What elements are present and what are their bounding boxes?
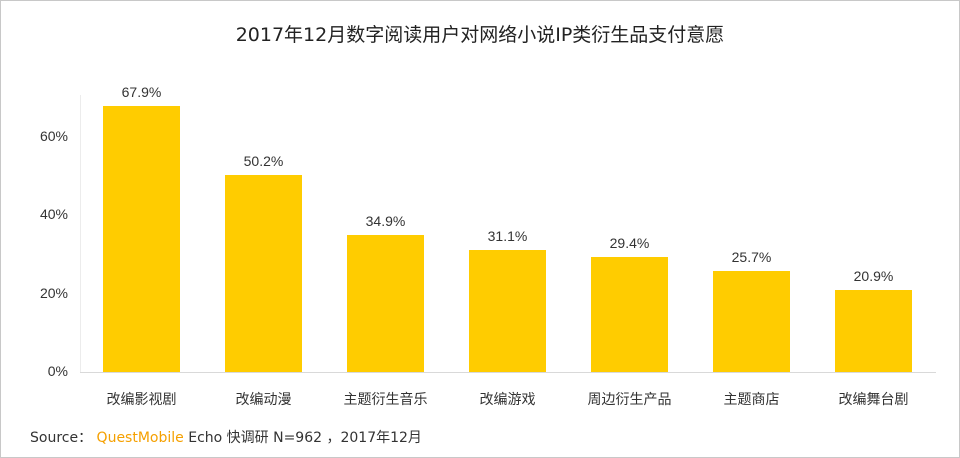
bar (591, 256, 668, 372)
category-label: 改编影视剧 (106, 392, 177, 408)
bar (225, 175, 302, 372)
bar-value-label: 50.2% (243, 153, 284, 170)
x-axis-line (80, 372, 936, 373)
source-rest: Echo 快调研 N=962 ，2017年12月 (188, 430, 422, 446)
bar-value-label: 67.9% (121, 83, 162, 100)
bar-value-label: 34.9% (365, 213, 406, 230)
source-prefix: Source： (30, 430, 93, 446)
chart-title: 2017年12月数字阅读用户对网络小说IP类衍生品支付意愿 (235, 24, 725, 46)
bar-value-label: 31.1% (487, 228, 528, 245)
bar-value-label: 25.7% (731, 249, 772, 266)
bar (713, 271, 790, 372)
category-label: 改编动漫 (235, 392, 292, 408)
bar (835, 290, 912, 372)
source-note: Source： QuestMobile Echo 快调研 N=962 ，2017… (30, 427, 422, 447)
category-label: 主题衍生音乐 (343, 392, 428, 408)
bar-value-label: 29.4% (609, 234, 650, 251)
category-label: 改编游戏 (479, 392, 536, 408)
y-tick-label: 0% (47, 363, 68, 379)
bar (347, 235, 424, 372)
category-label: 周边衍生产品 (587, 392, 672, 408)
category-label: 主题商店 (723, 392, 780, 408)
bar (469, 250, 546, 372)
bar-value-label: 20.9% (853, 268, 894, 285)
y-tick-label: 20% (39, 284, 68, 301)
source-brand: QuestMobile (96, 430, 184, 446)
bar (103, 105, 180, 372)
category-label: 改编舞台剧 (838, 392, 909, 408)
y-tick-label: 40% (39, 206, 68, 223)
y-tick-label: 60% (39, 127, 68, 144)
y-axis-line (80, 95, 81, 373)
